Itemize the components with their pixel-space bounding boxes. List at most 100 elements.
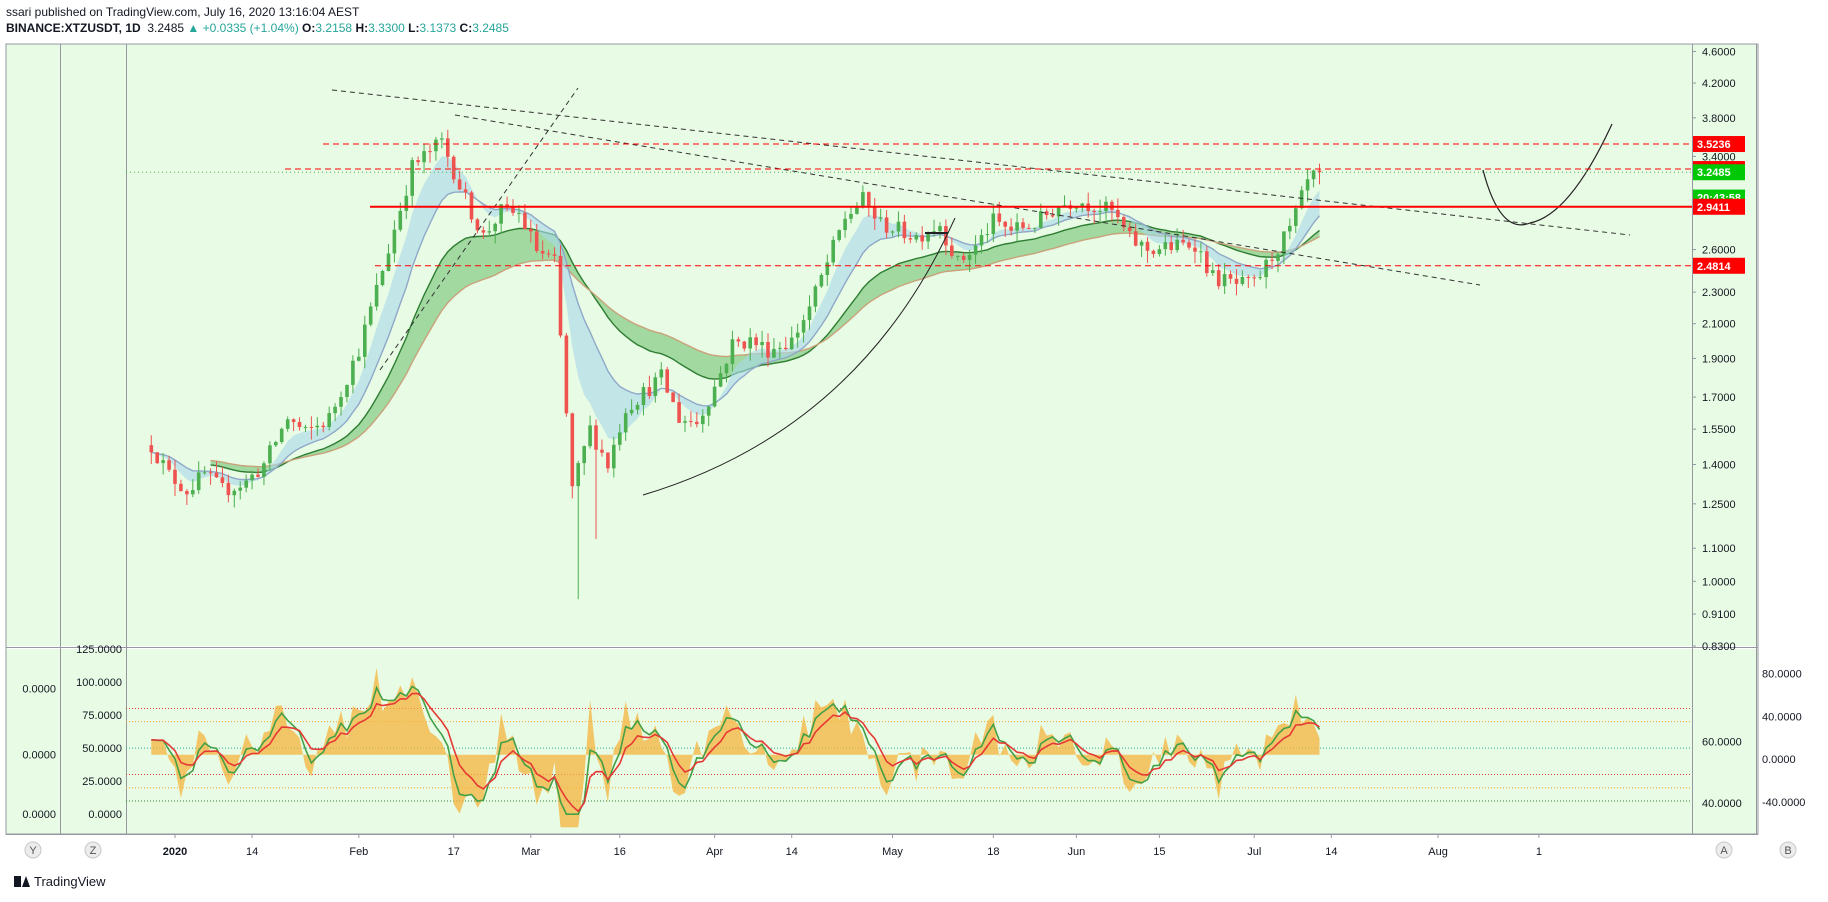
candle — [1133, 231, 1138, 246]
candle — [1127, 227, 1132, 232]
main-pane[interactable] — [6, 44, 1758, 646]
candle — [1157, 249, 1162, 254]
axis-button-z[interactable]: Z — [84, 841, 102, 859]
axis-button-circle — [1779, 841, 1797, 859]
time-tick-label: Apr — [706, 846, 723, 858]
candle — [612, 444, 616, 469]
osc-left-outer-label: 0.0000 — [22, 809, 56, 821]
candle — [487, 231, 492, 233]
time-tick-label: 18 — [987, 846, 999, 858]
candle — [238, 487, 242, 491]
candle — [1151, 250, 1156, 254]
price-tag-4 — [1693, 198, 1745, 215]
high-label: H: — [355, 21, 369, 35]
candle — [191, 490, 195, 495]
candle — [1050, 215, 1055, 217]
candle — [760, 342, 764, 346]
price-tick-label: 1.7000 — [1702, 392, 1736, 404]
price-tick-label: 4.6000 — [1702, 46, 1736, 58]
candle — [315, 425, 320, 428]
price-tick-label: 1.0000 — [1702, 576, 1736, 588]
osc-left-tick-label: 50.0000 — [82, 743, 122, 755]
candle — [695, 421, 699, 425]
candle — [208, 472, 213, 474]
axis-button-circle — [24, 841, 42, 859]
candle — [635, 404, 640, 410]
candle — [979, 235, 984, 246]
trendline-upper — [331, 89, 1631, 236]
candle — [202, 472, 207, 474]
candle — [961, 255, 966, 260]
time-tick-label: 16 — [614, 846, 626, 858]
candle — [576, 463, 580, 487]
candle — [1175, 239, 1179, 251]
price-tick-label: 2.1000 — [1702, 319, 1736, 331]
axis-button-label: A — [1720, 845, 1728, 857]
candle — [499, 204, 503, 224]
candle — [600, 449, 604, 453]
close-label: C: — [459, 21, 473, 35]
candle — [244, 480, 248, 488]
candle — [398, 210, 403, 230]
candle — [380, 271, 385, 285]
candle — [902, 221, 907, 239]
candle — [944, 226, 948, 246]
candle — [997, 213, 1002, 222]
candle — [256, 474, 260, 477]
price-tag-label-4: 2.9411 — [1697, 202, 1730, 214]
time-tick-label: 14 — [246, 846, 258, 858]
candle — [908, 238, 913, 240]
candle — [1216, 270, 1221, 287]
candle — [991, 213, 996, 235]
candle — [878, 217, 883, 219]
candle — [220, 477, 225, 483]
osc-left-outer-label: 0.0000 — [22, 750, 56, 762]
candle — [855, 207, 859, 214]
candle — [534, 231, 539, 251]
time-tick-label: May — [882, 846, 903, 858]
candle — [1074, 207, 1079, 209]
candle — [552, 254, 557, 256]
candle — [1294, 208, 1298, 226]
candle — [493, 223, 497, 232]
candle — [671, 392, 675, 403]
candle — [701, 415, 705, 425]
candle — [345, 384, 349, 397]
fast-ribbon — [151, 156, 1320, 486]
axis-button-b[interactable]: B — [1779, 841, 1797, 859]
osc-right-tick-label: -40.0000 — [1762, 797, 1805, 809]
candle — [872, 206, 877, 219]
candle — [1145, 241, 1150, 251]
candle — [232, 490, 237, 496]
candle — [867, 192, 871, 207]
candle — [588, 425, 592, 447]
axis-button-y[interactable]: Y — [24, 841, 42, 859]
candle — [250, 474, 254, 481]
candle — [742, 341, 747, 349]
candle — [641, 387, 646, 405]
candle — [1015, 222, 1019, 231]
candle — [843, 218, 847, 231]
candle — [179, 483, 183, 492]
candle — [1311, 170, 1316, 180]
tradingview-logo-icon — [14, 876, 30, 887]
candle — [303, 426, 308, 428]
candle — [1199, 251, 1203, 253]
time-tick-label: 17 — [448, 846, 460, 858]
candle — [410, 160, 414, 196]
candle — [813, 286, 818, 307]
candle — [718, 373, 723, 387]
candle — [689, 421, 693, 423]
osc-fast-line — [151, 685, 1321, 815]
price-tick-label: 4.2000 — [1702, 78, 1736, 90]
candle — [801, 320, 806, 333]
time-tick-label: Jul — [1247, 846, 1261, 858]
candle — [457, 179, 462, 190]
price-tick-label: 1.9000 — [1702, 353, 1736, 365]
candle — [570, 413, 575, 487]
osc-right-tick-label: 40.0000 — [1762, 711, 1802, 723]
axis-button-a[interactable]: A — [1715, 841, 1733, 859]
osc-signal-line — [151, 692, 1320, 813]
osc-histogram-area — [151, 667, 1320, 828]
